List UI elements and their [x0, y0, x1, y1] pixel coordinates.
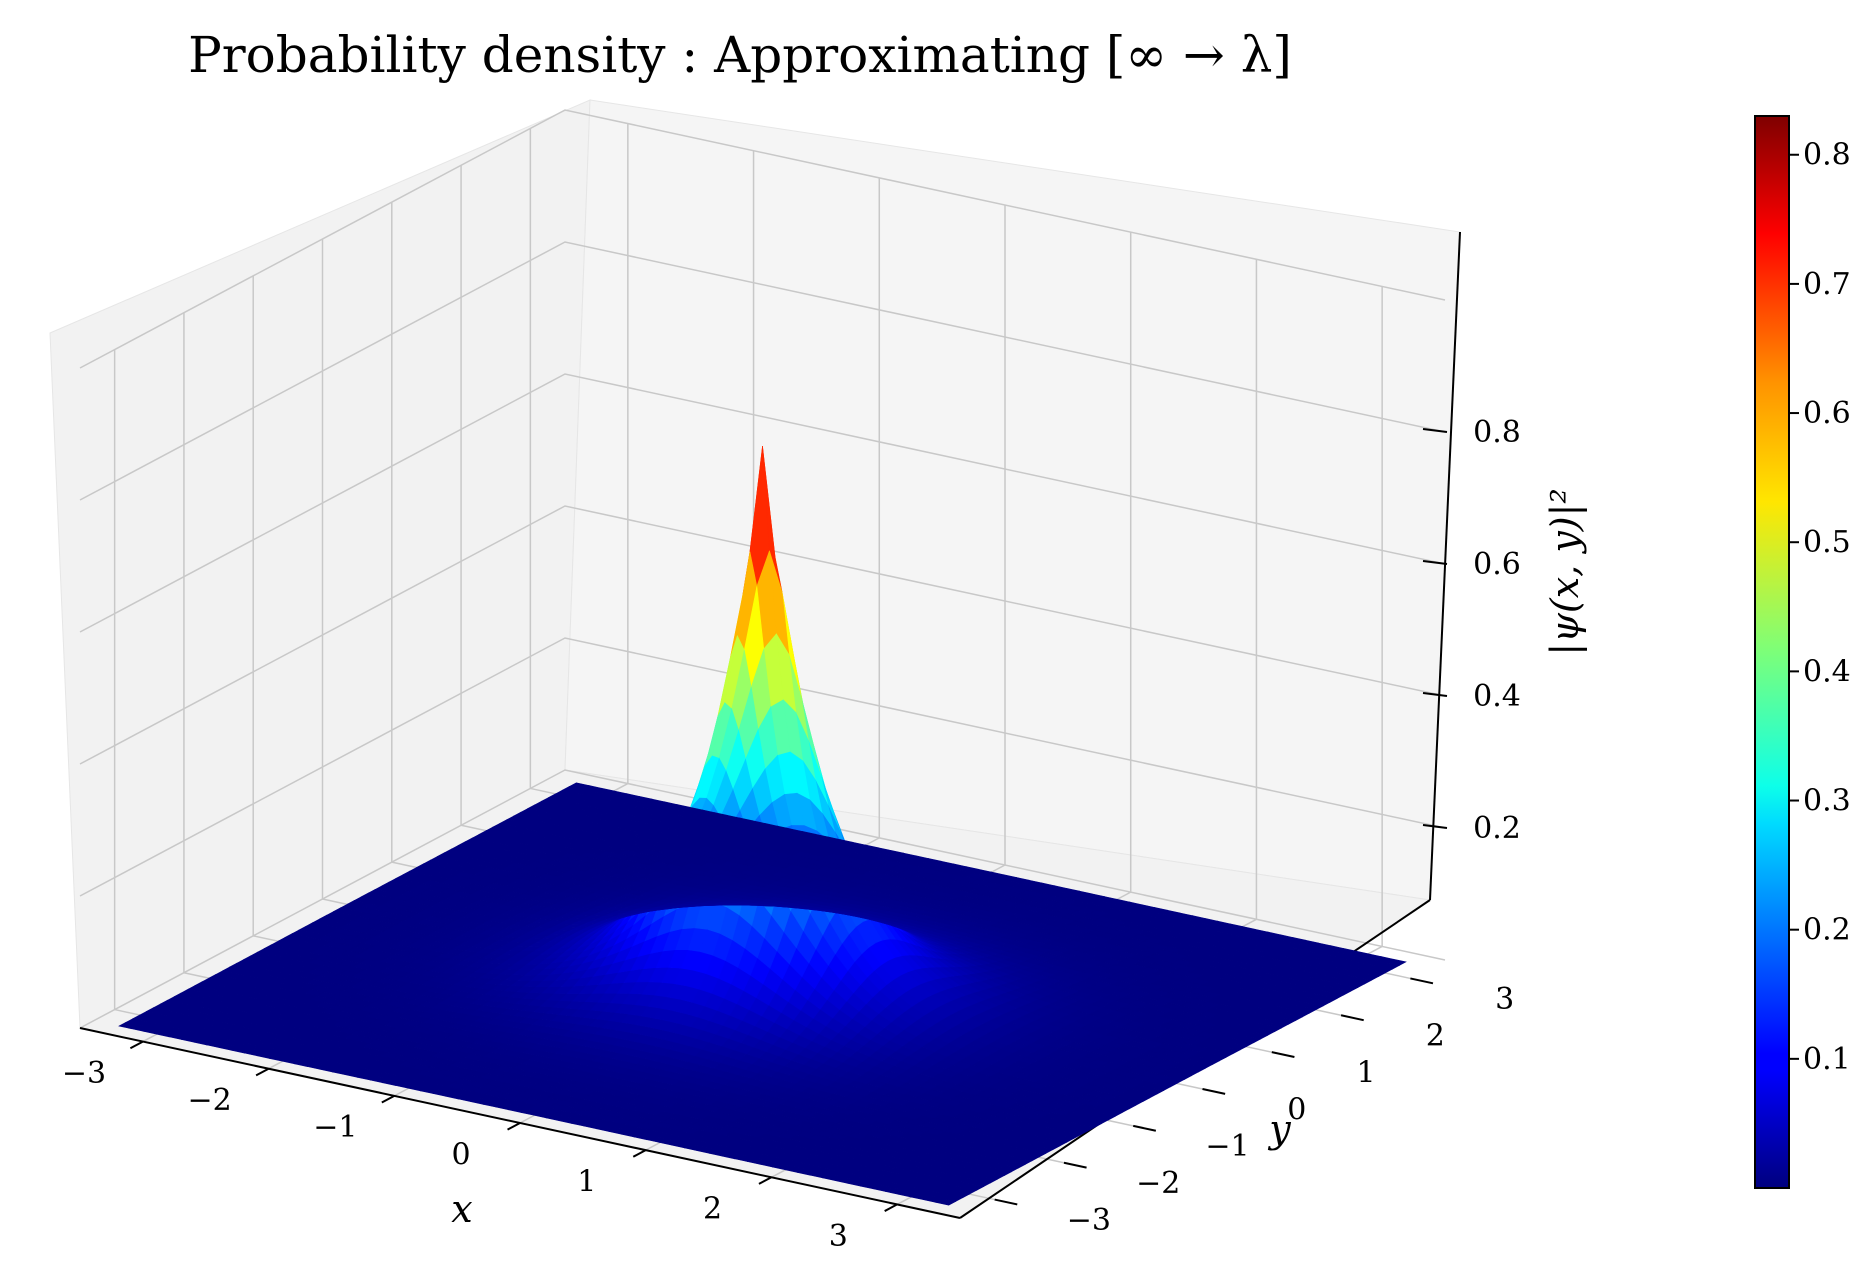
x-axis-label: x [451, 1187, 472, 1231]
z-tick-mark [1422, 428, 1448, 433]
chart-title: Probability density : Approximating [∞ →… [188, 26, 1292, 84]
y-tick-label: 1 [1357, 1056, 1376, 1091]
y-tick-mark [1133, 1124, 1157, 1132]
y-tick-mark [1271, 1051, 1295, 1059]
back-pane [564, 99, 1461, 901]
x-tick-mark [632, 1149, 647, 1158]
y-tick-label: 0 [1287, 1092, 1306, 1127]
y-tick-label: −1 [1205, 1129, 1249, 1164]
y-tick-mark [1202, 1088, 1226, 1095]
x-tick-label: 2 [703, 1192, 722, 1227]
x-tick-mark [507, 1122, 521, 1131]
y-tick-label: −3 [1067, 1203, 1111, 1238]
x-tick-mark [255, 1067, 270, 1077]
colorbar-tick-label: 0.3 [1803, 784, 1851, 819]
x-tick-mark [129, 1040, 144, 1050]
grid-line-z [79, 505, 1446, 765]
x-tick-label: −1 [313, 1110, 357, 1145]
colorbar-tick-label: 0.4 [1803, 654, 1851, 689]
z-tick-label: 0.8 [1473, 415, 1521, 450]
y-tick-mark [994, 1198, 1018, 1206]
colorbar: 0.1 0.2 0.3 0.4 0.5 0.6 0.7 0.8 [1754, 115, 1851, 1189]
z-tick-mark [1422, 824, 1448, 829]
x-tick-mark [758, 1176, 772, 1185]
surface-patch [568, 782, 590, 790]
z-tick-label: 0.4 [1473, 679, 1521, 714]
y-tick-mark [1340, 1014, 1364, 1022]
z-tick-mark [1422, 560, 1448, 565]
grid-line-z [79, 769, 1446, 1029]
y-tick-mark [1410, 977, 1434, 985]
x-tick-label: 3 [829, 1219, 848, 1254]
y-tick-mark [1063, 1161, 1087, 1169]
grid-line-z [79, 637, 1446, 897]
colorbar-tick-label: 0.6 [1803, 396, 1851, 431]
x-tick-mark [884, 1203, 898, 1212]
grid-line-z [79, 241, 1446, 501]
colorbar-tick-label: 0.2 [1803, 913, 1851, 948]
grid-line-z [79, 373, 1446, 633]
x-tick-label: 0 [452, 1137, 471, 1172]
y-tick-label: −2 [1136, 1166, 1180, 1201]
x-tick-label: 1 [577, 1164, 596, 1199]
y-axis-label: y [1267, 1107, 1291, 1151]
y-ticks: −3 −2 −1 0 1 2 3 [994, 977, 1514, 1238]
x-tick-label: −2 [188, 1083, 232, 1118]
z-tick-mark [1422, 692, 1448, 697]
y-tick-label: 2 [1426, 1019, 1445, 1054]
x-tick-label: −3 [62, 1056, 106, 1091]
x-ticks: −3 −2 −1 0 1 2 3 [62, 1040, 898, 1254]
y-tick-label: 3 [1495, 982, 1514, 1017]
z-ticks: 0.2 0.4 0.6 0.8 [1422, 415, 1521, 846]
colorbar-gradient [1754, 115, 1790, 1189]
grid-line-z [79, 109, 1446, 369]
z-tick-label: 0.2 [1473, 811, 1521, 846]
z-tick-label: 0.6 [1473, 547, 1521, 582]
colorbar-tick-label: 0.1 [1803, 1042, 1851, 1077]
x-tick-mark [381, 1094, 395, 1104]
surface-plot [118, 446, 1407, 1206]
colorbar-tick-label: 0.5 [1803, 525, 1851, 560]
colorbar-tick-label: 0.8 [1803, 138, 1851, 173]
colorbar-tick-label: 0.7 [1803, 267, 1851, 302]
z-axis-label: |ψ(x, y)|² [1543, 488, 1587, 655]
colorbar-ticks: 0.1 0.2 0.3 0.4 0.5 0.6 0.7 0.8 [1789, 138, 1851, 1077]
